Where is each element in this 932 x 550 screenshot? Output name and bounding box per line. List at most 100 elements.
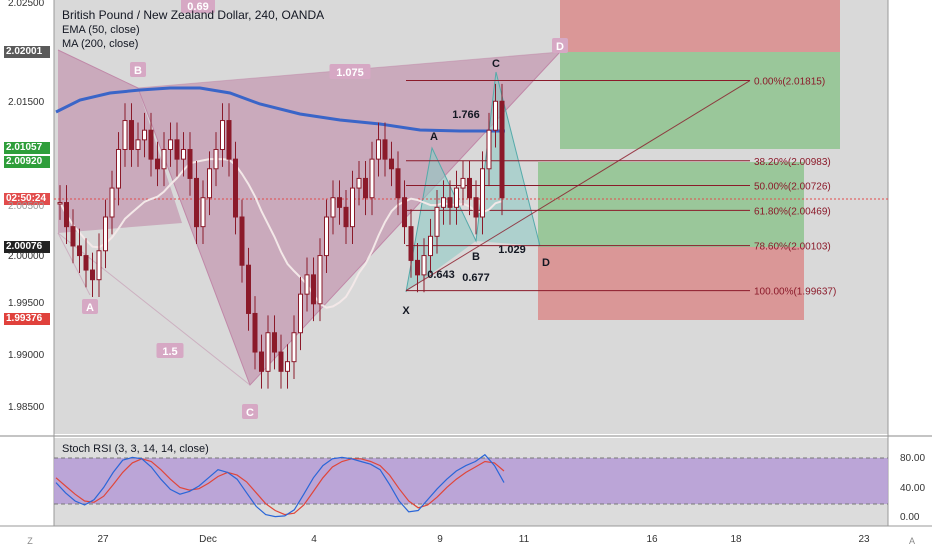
ma-legend[interactable]: MA (200, close): [62, 38, 139, 50]
large-point-c: C: [242, 404, 258, 419]
candle-body-47: [363, 177, 368, 199]
candle-body-65: [480, 168, 485, 218]
candle-body-29: [246, 264, 251, 314]
price-label-2-00500: 2.00500: [8, 201, 45, 212]
stoch-rsi-title[interactable]: Stoch RSI (3, 3, 14, 14, close): [62, 443, 209, 455]
x-label-11: 11: [518, 534, 530, 545]
price-tag-2-02001: 2.02001: [4, 46, 50, 58]
candle-body-38: [304, 274, 310, 295]
fib-label-3: 61.80%(2.00469): [754, 206, 831, 217]
candle-body-44: [343, 206, 349, 228]
candle-body-11: [129, 120, 134, 150]
profit-zone-top: [560, 52, 840, 149]
price-label-1-99000: 1.99000: [8, 350, 45, 361]
candle-body-62: [460, 177, 466, 189]
zoom-button[interactable]: Z: [27, 536, 33, 546]
candle-body-35: [285, 361, 290, 372]
stoch-band: [54, 458, 888, 504]
candle-body-42: [330, 197, 336, 218]
candle-body-41: [324, 216, 329, 257]
small-ratio-0643: 0.643: [427, 269, 455, 281]
x-label-18: 18: [730, 534, 742, 545]
candle-body-36: [291, 332, 297, 363]
candle-body-8: [109, 187, 115, 218]
candle-body-26: [226, 120, 232, 160]
candle-body-16: [161, 148, 167, 170]
candle-body-24: [213, 148, 219, 170]
chart-title: British Pound / New Zealand Dollar, 240,…: [62, 8, 325, 22]
x-label-9: 9: [437, 534, 443, 545]
candle-body-66: [486, 129, 492, 170]
ema-legend[interactable]: EMA (50, close): [62, 24, 140, 36]
price-tag-1-99376: 1.99376: [4, 313, 50, 325]
price-tag-2-01057: 2.01057: [4, 142, 50, 154]
candle-body-25: [220, 120, 225, 150]
large-point-d-top-text: D: [556, 41, 564, 53]
stoch-label-0: 0.00: [900, 512, 920, 523]
pattern-leg-xab: [58, 50, 182, 233]
ma-200-line: [59, 158, 503, 309]
small-point-c: C: [492, 58, 500, 70]
candle-body-67: [493, 100, 498, 131]
countdown-tag: 02:50:24: [4, 193, 50, 205]
pattern-leg-bcd: [138, 52, 560, 385]
candle-body-9: [116, 148, 121, 189]
stoch-d-line: [55, 458, 505, 516]
large-point-b-bg: [130, 62, 146, 77]
large-point-a-text: A: [86, 302, 94, 314]
pattern-line-a: [57, 232, 91, 296]
stoch-label-80: 80.00: [900, 453, 926, 464]
fib-label-4: 78.60%(2.00103): [754, 242, 831, 253]
x-label-16: 16: [646, 534, 658, 545]
small-point-d: D: [542, 257, 550, 269]
stoch-k-line: [55, 453, 505, 518]
small-point-x: X: [402, 305, 410, 317]
candle-body-64: [473, 197, 479, 218]
x-label-27: 27: [97, 534, 109, 545]
price-label-1-98500: 1.98500: [8, 402, 45, 413]
pattern-line-ac: [57, 232, 251, 386]
candle-body-53: [402, 197, 407, 228]
candle-body-58: [434, 206, 440, 237]
candle-body-51: [389, 158, 394, 170]
x-label-4: 4: [311, 534, 317, 545]
candle-body-18: [174, 139, 180, 160]
candle-body-32: [265, 332, 271, 372]
candle-body-30: [252, 312, 258, 353]
candle-body-27: [233, 158, 238, 218]
candle-body-1: [64, 202, 69, 228]
candle-body-54: [408, 226, 414, 261]
fib-label-1: 38.20%(2.00983): [754, 157, 831, 168]
candle-body-0: [57, 202, 63, 205]
candle-body-2: [70, 226, 76, 247]
ema-50-line: [55, 86, 505, 133]
candle-body-56: [421, 255, 427, 276]
small-ratio-0677: 0.677: [462, 272, 490, 284]
fib-label-0: 0.00%(2.01815): [754, 77, 825, 88]
x-label-23: 23: [858, 534, 870, 545]
candle-body-48: [369, 158, 375, 199]
candle-body-34: [278, 351, 284, 372]
large-ratio-1075: 1.075: [329, 64, 371, 79]
candle-body-5: [90, 269, 95, 281]
large-point-b-text: B: [134, 65, 142, 77]
small-pattern-outline: [405, 71, 541, 293]
small-point-a: A: [430, 131, 438, 143]
small-pattern-bcd: [476, 72, 540, 246]
small-ratio-1766: 1.766: [452, 109, 480, 121]
large-ratio-15: 1.5: [156, 343, 184, 358]
auto-scale-button[interactable]: A: [908, 536, 915, 546]
price-label-2-01500: 2.01500: [8, 97, 45, 108]
large-ratio-15-bg: [156, 343, 184, 358]
candle-body-57: [428, 235, 433, 257]
candle-body-61: [454, 187, 459, 208]
loss-zone-top: [560, 0, 840, 52]
large-ratio-069-text: 0.69: [187, 1, 208, 13]
x-label-dec: Dec: [199, 534, 217, 545]
small-ratio-1029: 1.029: [498, 244, 526, 256]
price-label-1-99500: 1.99500: [8, 298, 45, 309]
small-point-b: B: [472, 251, 480, 263]
candle-body-40: [317, 255, 323, 305]
candle-body-4: [83, 255, 89, 271]
